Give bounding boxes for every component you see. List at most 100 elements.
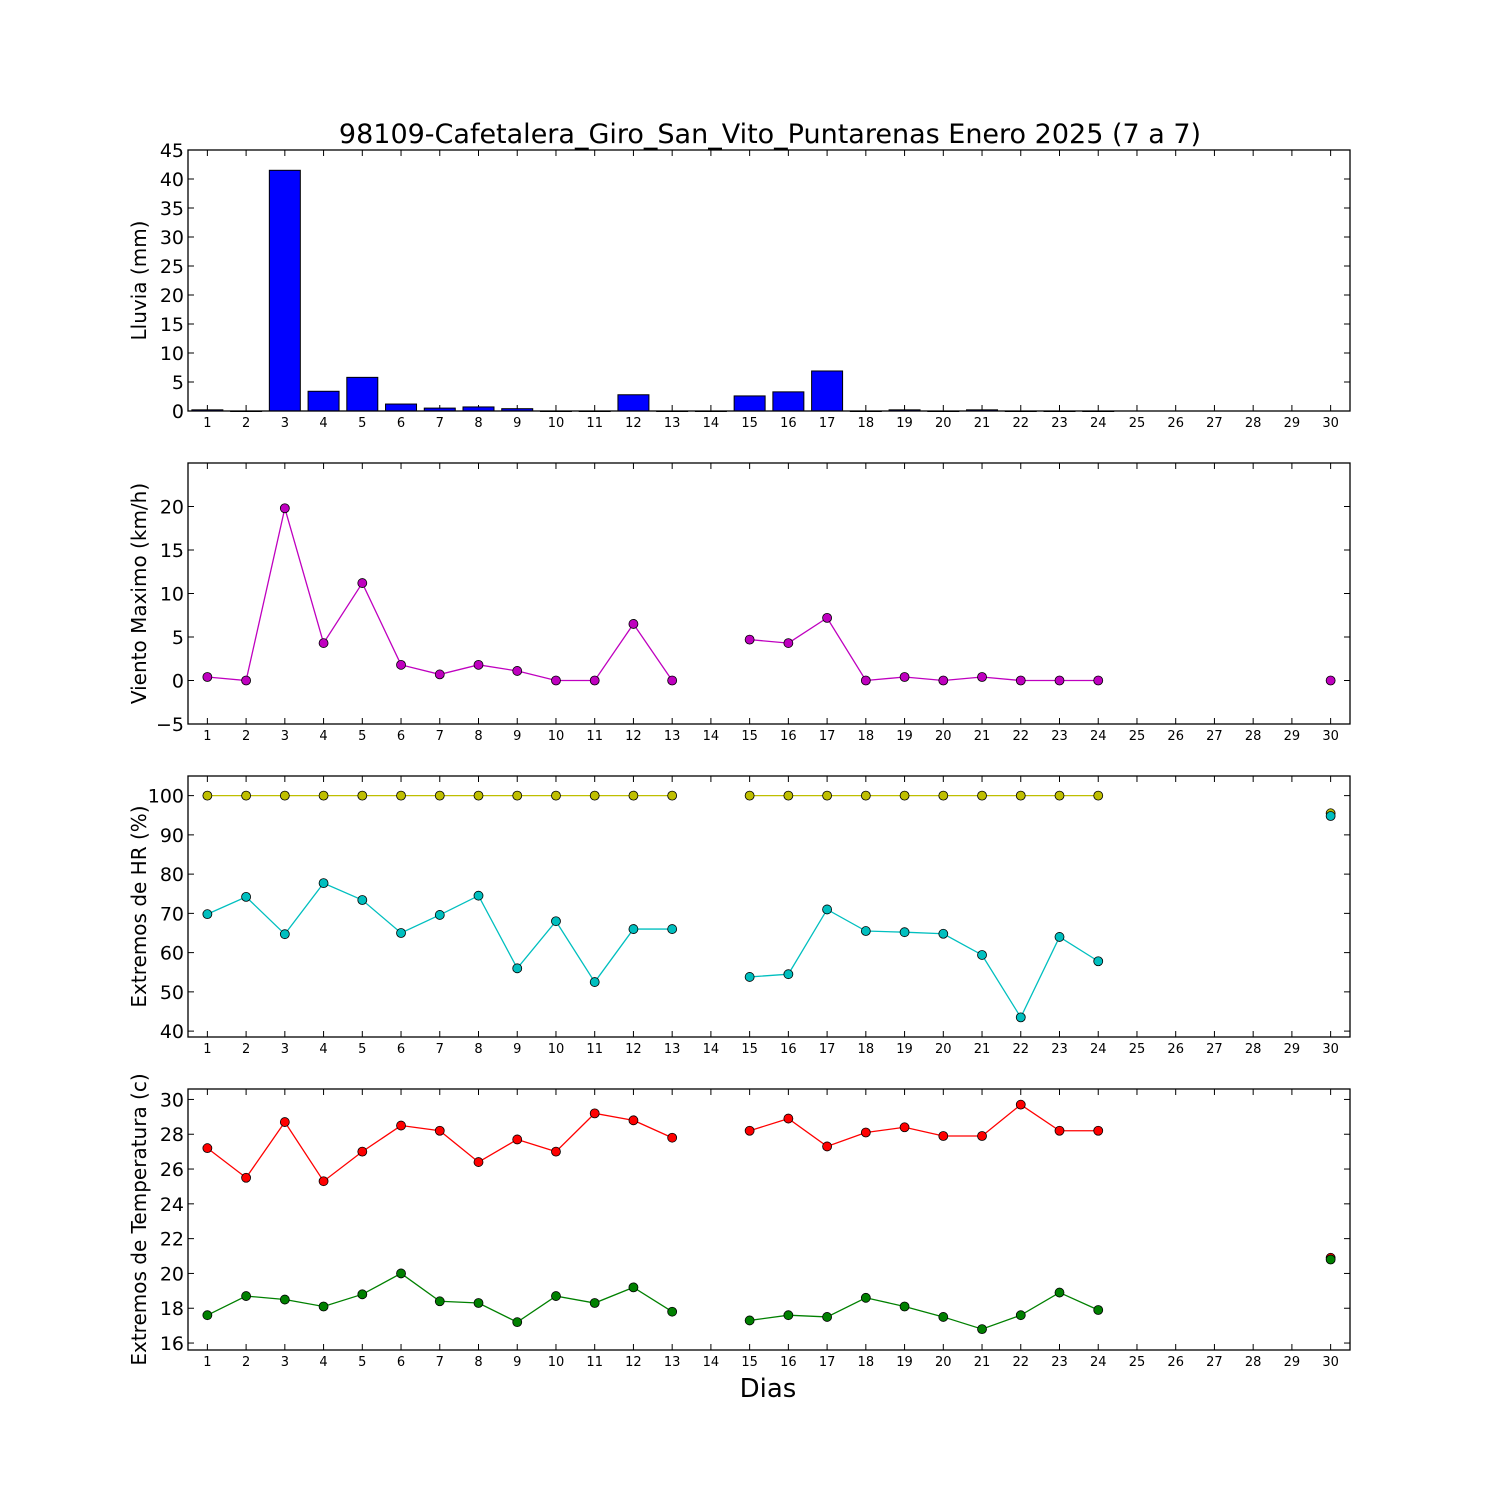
data-point bbox=[899, 1122, 910, 1133]
data-point bbox=[512, 1317, 523, 1328]
series-line-1 bbox=[207, 508, 673, 682]
data-point bbox=[1093, 956, 1104, 967]
x-tick-label: 10 bbox=[548, 1042, 565, 1057]
x-tick-label: 24 bbox=[1090, 1042, 1107, 1057]
data-point bbox=[589, 1108, 600, 1119]
x-tick-label: 30 bbox=[1322, 729, 1339, 744]
x-tick-label: 21 bbox=[974, 1042, 991, 1057]
x-tick-label: 1 bbox=[203, 1355, 211, 1370]
x-tick-label: 16 bbox=[780, 729, 797, 744]
x-tick-label: 4 bbox=[319, 1042, 327, 1057]
data-point bbox=[822, 1141, 832, 1152]
y-tick-label: 18 bbox=[160, 1298, 184, 1320]
data-point bbox=[473, 1298, 484, 1308]
x-tick-label: 22 bbox=[1012, 1355, 1029, 1370]
data-point bbox=[822, 1312, 832, 1322]
chart-title: 98109-Cafetalera_Giro_San_Vito_Puntarena… bbox=[339, 119, 1201, 150]
x-tick-label: 12 bbox=[625, 416, 642, 431]
plot-frame bbox=[187, 462, 1351, 725]
x-tick-label: 1 bbox=[203, 1042, 211, 1057]
y-tick-label: 20 bbox=[160, 285, 184, 307]
x-tick-label: 7 bbox=[436, 729, 444, 744]
x-tick-label: 12 bbox=[625, 1355, 642, 1370]
x-tick-label: 4 bbox=[319, 416, 327, 431]
data-point bbox=[434, 910, 445, 920]
data-point bbox=[1054, 1125, 1065, 1136]
data-point bbox=[977, 790, 987, 801]
series-line-2 bbox=[749, 1291, 1099, 1330]
data-point bbox=[1015, 1099, 1026, 1110]
x-tick-label: 17 bbox=[819, 416, 836, 431]
data-point bbox=[938, 1312, 949, 1322]
data-point bbox=[899, 790, 910, 801]
x-tick-label: 13 bbox=[664, 416, 681, 431]
x-tick-label: 1 bbox=[203, 729, 211, 744]
x-tick-label: 26 bbox=[1167, 729, 1184, 744]
data-point bbox=[977, 950, 987, 960]
x-tick-label: 28 bbox=[1245, 1042, 1262, 1057]
data-point bbox=[744, 790, 755, 801]
data-point bbox=[589, 977, 600, 987]
x-tick-label: 16 bbox=[780, 1042, 797, 1057]
data-point bbox=[899, 672, 910, 682]
data-point bbox=[318, 638, 329, 648]
x-tick-label: 10 bbox=[548, 1355, 565, 1370]
x-tick-label: 22 bbox=[1012, 416, 1029, 431]
data-point bbox=[899, 1301, 910, 1312]
x-tick-label: 20 bbox=[935, 416, 952, 431]
plot-frame bbox=[187, 1088, 1351, 1351]
x-tick-label: 6 bbox=[397, 729, 405, 744]
data-point bbox=[860, 1127, 871, 1138]
x-tick-label: 15 bbox=[741, 729, 758, 744]
y-tick-label: 15 bbox=[160, 540, 184, 562]
x-tick-label: 27 bbox=[1206, 729, 1223, 744]
x-tick-label: 4 bbox=[319, 1355, 327, 1370]
data-point bbox=[318, 1176, 329, 1187]
series-line-1 bbox=[206, 1112, 673, 1183]
data-point bbox=[783, 969, 794, 980]
x-tick-label: 18 bbox=[858, 1042, 875, 1057]
y-tick-label: 10 bbox=[160, 343, 184, 365]
data-point bbox=[1093, 675, 1104, 686]
data-point bbox=[357, 895, 368, 905]
y-tick-label: 0 bbox=[172, 401, 184, 423]
data-point bbox=[1054, 790, 1065, 801]
data-point bbox=[667, 1132, 678, 1143]
x-tick-label: 19 bbox=[896, 1355, 913, 1370]
data-point bbox=[938, 1131, 949, 1141]
x-tick-label: 22 bbox=[1012, 1042, 1029, 1057]
data-point bbox=[434, 1125, 445, 1136]
y-tick-label: 24 bbox=[160, 1194, 184, 1216]
data-point bbox=[241, 1291, 252, 1301]
plot-frame bbox=[187, 775, 1351, 1038]
data-point bbox=[1015, 1012, 1026, 1023]
x-tick-label: 7 bbox=[436, 1042, 444, 1057]
data-point bbox=[1093, 1125, 1104, 1136]
series-line-2 bbox=[749, 908, 1099, 1019]
series-line-1 bbox=[749, 616, 1099, 682]
x-tick-label: 7 bbox=[436, 1355, 444, 1370]
data-point bbox=[938, 675, 949, 686]
data-point bbox=[628, 790, 639, 801]
y-tick-label: 25 bbox=[160, 256, 184, 278]
data-point bbox=[241, 891, 252, 902]
x-tick-label: 16 bbox=[780, 1355, 797, 1370]
data-point bbox=[744, 1125, 755, 1136]
y-tick-label: 80 bbox=[160, 864, 184, 886]
x-tick-label: 23 bbox=[1051, 1355, 1068, 1370]
data-point bbox=[473, 659, 484, 670]
x-tick-label: 17 bbox=[819, 729, 836, 744]
y-tick-label: 0 bbox=[172, 671, 184, 693]
y-tick-label: 10 bbox=[160, 584, 184, 606]
x-tick-label: 9 bbox=[513, 416, 521, 431]
panel-4: Extremos de Temperatura (c) 1618202224262… bbox=[127, 1073, 1351, 1370]
data-point bbox=[396, 790, 406, 801]
y-tick-label: 60 bbox=[160, 943, 184, 965]
y-tick-label: 22 bbox=[160, 1229, 184, 1251]
data-point bbox=[589, 675, 600, 686]
series-line-2 bbox=[207, 882, 673, 984]
data-point bbox=[279, 1294, 290, 1305]
x-tick-label: 11 bbox=[586, 729, 603, 744]
data-point bbox=[279, 1117, 290, 1127]
